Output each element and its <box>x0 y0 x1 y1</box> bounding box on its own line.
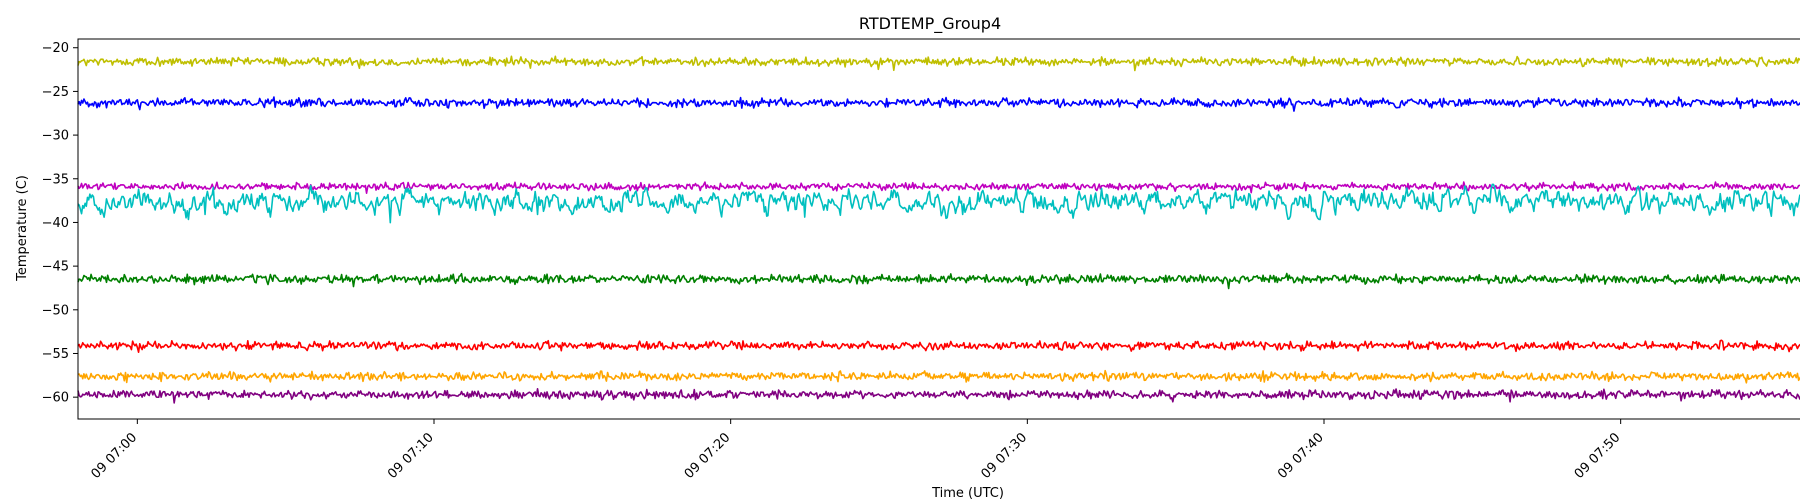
series-line-4 <box>77 183 1800 224</box>
x-tick-label: 09 07:40 <box>1275 430 1327 482</box>
x-tick-label: 09 07:10 <box>385 430 437 482</box>
y-tick-label: −60 <box>42 391 69 406</box>
x-tick-label: 09 07:20 <box>682 430 734 482</box>
y-tick-label: −25 <box>42 85 69 100</box>
series-line-7 <box>77 369 1800 384</box>
series-line-8 <box>77 387 1800 404</box>
chart-title: RTDTEMP_Group4 <box>859 14 1001 34</box>
series-line-1 <box>77 55 1800 72</box>
series-line-5 <box>77 272 1800 290</box>
x-axis-title: Time (UTC) <box>931 486 1004 500</box>
series-line-3 <box>77 181 1800 194</box>
x-tick-label: 09 07:50 <box>1572 430 1624 482</box>
y-axis-title: Temperature (C) <box>15 175 30 282</box>
plot-frame <box>77 38 1800 420</box>
y-tick-label: −45 <box>42 260 69 275</box>
y-axis: −20 −25 −30 −35 −40 −45 −50 −55 −60 <box>42 41 78 406</box>
y-tick-label: −20 <box>42 41 69 56</box>
plot-lines <box>77 55 1800 404</box>
y-tick-label: −55 <box>42 347 69 362</box>
series-line-2 <box>77 96 1800 112</box>
y-tick-label: −50 <box>42 303 69 318</box>
x-tick-label: 09 07:30 <box>978 430 1030 482</box>
x-axis: 09 07:00 09 07:10 09 07:20 09 07:30 09 07:40… <box>88 419 1623 482</box>
y-tick-label: −40 <box>42 216 69 231</box>
x-tick-label: 09 07:00 <box>88 430 140 482</box>
y-tick-label: −35 <box>42 172 69 187</box>
series-line-6 <box>77 339 1800 354</box>
y-tick-label: −30 <box>42 129 69 144</box>
